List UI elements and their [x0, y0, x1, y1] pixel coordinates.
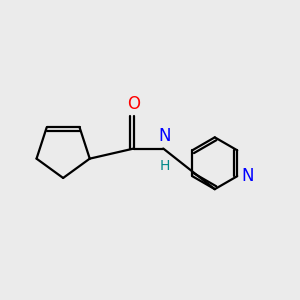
- Text: N: N: [242, 167, 254, 185]
- Text: N: N: [158, 127, 171, 145]
- Text: H: H: [160, 159, 170, 173]
- Text: O: O: [127, 94, 140, 112]
